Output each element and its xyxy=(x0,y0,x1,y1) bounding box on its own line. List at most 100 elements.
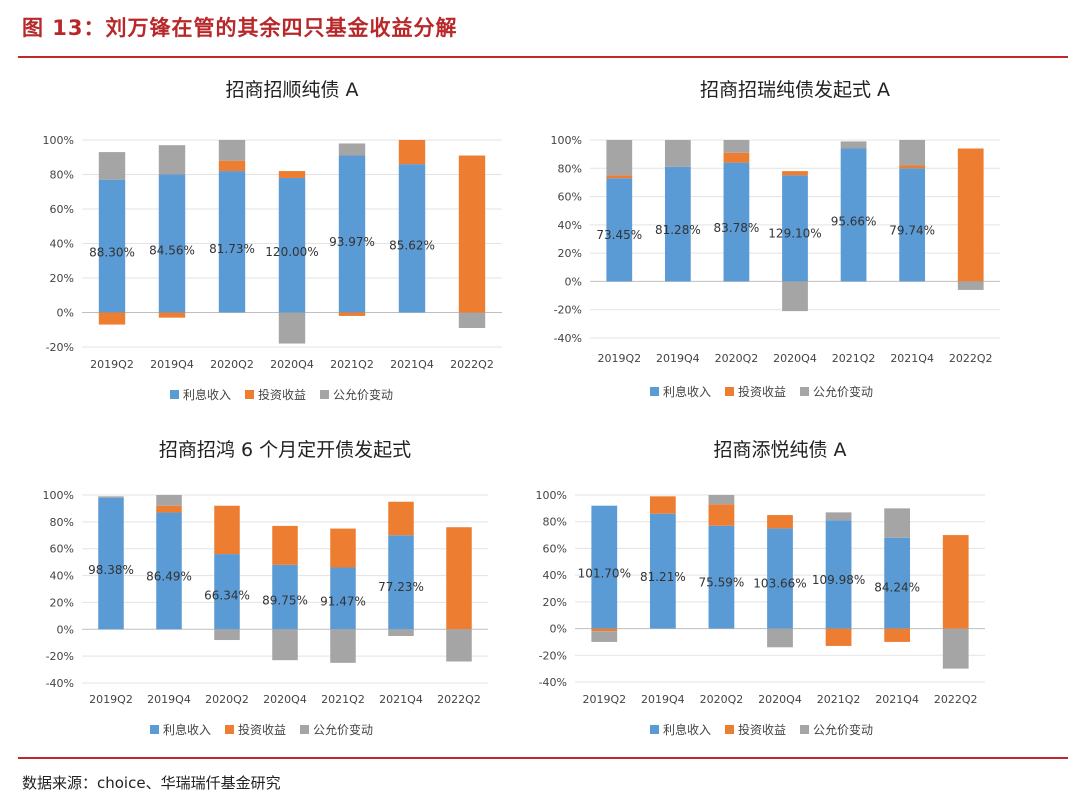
bar-interest xyxy=(723,162,750,282)
bar-fair-value xyxy=(942,628,969,669)
y-tick-labels: 100% 80% 60% 40% 20% 0% -20% -40% xyxy=(43,489,74,690)
bar-interest xyxy=(884,537,911,629)
legend: 利息收入 投资收益 公允价变动 xyxy=(150,722,373,737)
y-tick-label: 100% xyxy=(43,489,74,502)
bar-interest xyxy=(606,178,633,282)
y-tick-label: -40% xyxy=(539,676,567,689)
data-label: 101.70% xyxy=(578,566,631,580)
bar-invest xyxy=(708,504,735,526)
data-labels: 88.30% 84.56% 81.73% 120.00% 93.97% 85.62% xyxy=(89,235,435,260)
x-tick-label: 2022Q2 xyxy=(437,693,481,706)
bar-interest xyxy=(156,512,182,630)
bar-interest xyxy=(158,174,186,313)
bar-fair-value xyxy=(708,495,735,505)
x-tick-label: 2019Q2 xyxy=(89,693,133,706)
data-label: 95.66% xyxy=(831,215,877,229)
bar-fair-value xyxy=(957,281,984,290)
y-tick-label: -20% xyxy=(46,341,74,354)
legend-swatch xyxy=(300,725,309,734)
legend-swatch xyxy=(245,390,254,399)
x-tick-labels: 2019Q2 2019Q4 2020Q2 2020Q4 2021Q2 2021Q4 2022… xyxy=(582,693,977,706)
bar-invest xyxy=(446,527,472,630)
y-tick-label: 60% xyxy=(543,542,567,555)
y-tick-labels: 100% 80% 60% 40% 20% 0% -20% xyxy=(43,134,74,354)
x-tick-label: 2021Q2 xyxy=(817,693,861,706)
data-label: 89.75% xyxy=(262,593,308,607)
bar-invest xyxy=(899,165,926,169)
bar-fair-value xyxy=(606,140,633,176)
bar-interest xyxy=(98,179,126,313)
y-tick-label: 100% xyxy=(43,134,74,147)
bar-fair-value xyxy=(214,629,240,641)
data-label: 88.30% xyxy=(89,246,135,260)
data-label: 103.66% xyxy=(753,576,806,590)
x-tick-label: 2019Q2 xyxy=(597,352,641,365)
bar-interest xyxy=(649,513,676,629)
bottom-divider xyxy=(18,757,1068,759)
legend-label: 公允价变动 xyxy=(333,387,393,402)
bar-invest xyxy=(388,501,414,536)
bar-invest xyxy=(606,175,633,179)
legend-swatch xyxy=(225,725,234,734)
bar-invest xyxy=(278,171,306,178)
y-tick-label: -20% xyxy=(554,304,582,317)
x-tick-label: 2022Q2 xyxy=(949,352,993,365)
data-label: 91.47% xyxy=(320,594,366,608)
bar-interest xyxy=(218,171,246,313)
bar-interest xyxy=(338,155,366,313)
bar-fair-value xyxy=(884,508,911,538)
x-tick-label: 2021Q4 xyxy=(390,358,434,371)
y-tick-label: 40% xyxy=(50,238,74,251)
bar-invest xyxy=(272,525,298,565)
legend-swatch xyxy=(320,390,329,399)
top-divider xyxy=(18,56,1068,58)
y-tick-label: 40% xyxy=(50,570,74,583)
data-label: 93.97% xyxy=(329,235,375,249)
data-label: 83.78% xyxy=(714,221,760,235)
y-tick-label: -20% xyxy=(46,650,74,663)
bar-fair-value xyxy=(767,628,793,648)
legend-label: 公允价变动 xyxy=(313,722,373,737)
x-tick-label: 2019Q4 xyxy=(147,693,191,706)
y-tick-label: 0% xyxy=(57,307,74,320)
bars xyxy=(98,495,472,663)
chart-zhaorui: 招商招瑞纯债发起式 A 100% 80% 60% 40% 20% 0% -20% -40% 7… xyxy=(551,79,1000,399)
y-tick-labels: 100% 80% 60% 40% 20% 0% -20% -40% xyxy=(536,489,567,689)
bar-interest xyxy=(664,166,691,282)
data-labels: 98.38% 86.49% 66.34% 89.75% 91.47% 77.23% xyxy=(88,563,424,608)
legend-label: 利息收入 xyxy=(163,722,211,737)
bar-fair-value xyxy=(278,312,306,344)
bar-invest xyxy=(723,152,750,163)
y-tick-label: -40% xyxy=(554,332,582,345)
legend-label: 投资收益 xyxy=(738,722,786,737)
bar-interest xyxy=(825,520,852,629)
data-label: 86.49% xyxy=(146,570,192,584)
y-tick-label: 0% xyxy=(57,623,74,636)
bar-interest xyxy=(782,175,808,282)
chart-title: 招商招顺纯债 A xyxy=(225,79,358,101)
x-tick-label: 2019Q2 xyxy=(582,693,626,706)
y-tick-label: 20% xyxy=(50,272,74,285)
x-tick-label: 2019Q4 xyxy=(656,352,700,365)
legend: 利息收入 投资收益 公允价变动 xyxy=(650,384,873,399)
y-tick-label: 80% xyxy=(50,169,74,182)
chart-title: 招商招瑞纯债发起式 A xyxy=(700,79,890,101)
bar-invest xyxy=(884,628,911,642)
legend-swatch xyxy=(800,387,809,396)
y-tick-label: -20% xyxy=(539,649,567,662)
legend: 利息收入 投资收益 公允价变动 xyxy=(650,722,873,737)
legend: 利息收入 投资收益 公允价变动 xyxy=(170,387,393,402)
legend-swatch xyxy=(725,387,734,396)
data-label: 75.59% xyxy=(699,575,745,589)
data-label: 85.62% xyxy=(389,239,435,253)
x-tick-label: 2019Q4 xyxy=(641,693,685,706)
bar-invest xyxy=(98,312,126,325)
source-note: 数据来源：choice、华瑞瑞仟基金研究 xyxy=(22,774,281,792)
x-tick-label: 2020Q2 xyxy=(715,352,759,365)
bar-invest xyxy=(825,628,852,646)
x-tick-label: 2021Q2 xyxy=(832,352,876,365)
bar-invest xyxy=(218,160,246,172)
chart-tianyue: 招商添悦纯债 A 100% 80% 60% 40% 20% 0% -20% -40% 101.… xyxy=(536,439,985,737)
data-label: 81.21% xyxy=(640,570,686,584)
bar-fair-value xyxy=(458,312,486,329)
